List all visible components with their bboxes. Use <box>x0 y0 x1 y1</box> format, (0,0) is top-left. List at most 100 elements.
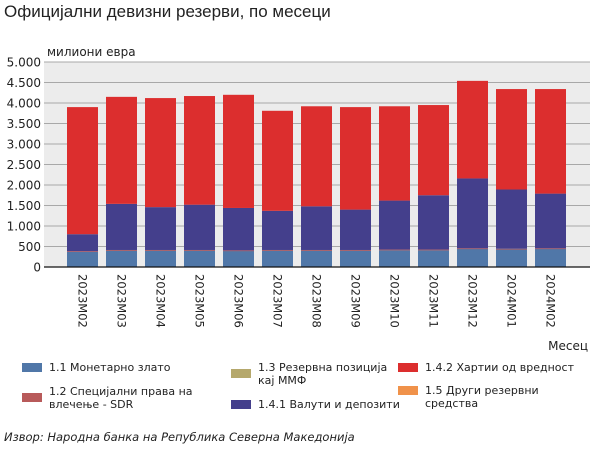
bar-segment <box>379 200 410 250</box>
x-tick-label: 2023M08 <box>310 274 324 328</box>
y-tick-label: 1.000 <box>7 220 41 234</box>
bar-segment <box>340 250 371 267</box>
x-tick-label: 2023M03 <box>115 274 129 328</box>
bar-segment <box>67 251 98 267</box>
chart: 0 500 1.000 1.500 2.000 2.500 3.000 3.500 4.000 4… <box>7 45 590 353</box>
x-tick-label: 2024M01 <box>505 274 519 328</box>
legend-label: 1.4.2 Хартии од вредност <box>425 361 574 374</box>
legend-label: 1.4.1 Валути и депозити <box>258 398 400 411</box>
bar-segment <box>379 250 410 267</box>
bar-segment <box>145 249 176 251</box>
bar-segment <box>340 107 371 210</box>
bar-segment <box>457 80 488 179</box>
y-tick-label: 2.500 <box>7 158 41 172</box>
y-axis-label: милиони евра <box>47 45 136 59</box>
bar-segment <box>106 250 137 267</box>
y-tick-label: 3.000 <box>7 138 41 152</box>
legend-item-gold: 1.1 Монетарно злато <box>22 361 222 374</box>
bar-segment <box>106 203 137 250</box>
bar-segment <box>184 96 215 205</box>
x-axis-label: Месец <box>548 339 588 353</box>
y-tick-label: 4.000 <box>7 97 41 111</box>
bar-segment <box>535 248 566 267</box>
x-tick-label: 2024M02 <box>544 274 558 328</box>
bar-segment <box>535 248 566 250</box>
bar-segment <box>262 210 293 250</box>
x-tick-label: 2023M11 <box>427 274 441 328</box>
legend-swatch <box>22 393 42 402</box>
bar-segment <box>496 89 527 190</box>
y-tick-label: 4.500 <box>7 76 41 90</box>
y-tick-label: 1.500 <box>7 199 41 213</box>
legend-item-securities: 1.4.2 Хартии од вредност <box>398 361 588 374</box>
legend-label: 1.3 Резервна позиција кај ММФ <box>258 361 388 387</box>
y-tick-label: 2.000 <box>7 179 41 193</box>
legend-label: 1.5 Други резервни средства <box>425 384 539 410</box>
bar-segment <box>262 110 293 211</box>
bar-segment <box>340 209 371 250</box>
legend-swatch <box>398 386 418 395</box>
source-note: Извор: Народна банка на Република Северн… <box>4 430 355 444</box>
bar-segment <box>67 107 98 235</box>
bar-segment <box>496 248 527 250</box>
bar-segment <box>379 106 410 201</box>
bar-segment <box>535 89 566 194</box>
bar-segment <box>262 250 293 267</box>
bar-segment <box>457 248 488 267</box>
bar-segment <box>496 249 527 267</box>
bar-segment <box>418 105 449 196</box>
bar-segment <box>223 251 254 267</box>
bar-segment <box>262 249 293 251</box>
y-tick-label: 3.500 <box>7 117 41 131</box>
bar-segment <box>67 251 98 253</box>
bar-segment <box>184 250 215 267</box>
legend-label: 1.2 Специјални права на влечење - SDR <box>49 385 193 411</box>
bar-segment <box>457 248 488 250</box>
y-tick-label: 0 <box>33 261 41 275</box>
bars <box>67 80 566 267</box>
x-tick-label: 2023M09 <box>349 274 363 328</box>
y-tick-label: 5.000 <box>7 56 41 70</box>
bar-segment <box>67 234 98 252</box>
bar-segment <box>301 249 332 251</box>
legend-swatch <box>231 400 251 409</box>
bar-segment <box>535 193 566 249</box>
bar-segment <box>379 249 410 251</box>
chart-title: Официјални девизни резерви, по месеци <box>4 2 331 21</box>
x-tick-label: 2023M02 <box>76 274 90 328</box>
bar-segment <box>145 207 176 250</box>
bar-segment <box>223 94 254 208</box>
bar-segment <box>340 249 371 251</box>
x-tick-label: 2023M06 <box>232 274 246 328</box>
legend-swatch <box>398 363 418 372</box>
legend-label: 1.1 Монетарно злато <box>49 361 171 374</box>
y-axis-ticks: 0 500 1.000 1.500 2.000 2.500 3.000 3.500 4.000 4… <box>7 56 41 275</box>
bar-segment <box>496 189 527 249</box>
bar-segment <box>106 249 137 251</box>
x-tick-label: 2023M12 <box>466 274 480 328</box>
legend-item-other: 1.5 Други резервни средства <box>398 384 593 410</box>
bar-segment <box>184 204 215 250</box>
legend-swatch <box>22 363 42 372</box>
bar-segment <box>145 98 176 208</box>
bar-segment <box>301 250 332 267</box>
x-tick-label: 2023M07 <box>271 274 285 328</box>
bar-segment <box>418 249 449 251</box>
bar-segment <box>145 250 176 267</box>
x-tick-label: 2023M05 <box>193 274 207 328</box>
bar-segment <box>301 106 332 207</box>
bar-segment <box>418 195 449 250</box>
bar-segment <box>457 178 488 249</box>
bar-segment <box>106 96 137 204</box>
legend-swatch <box>231 369 251 378</box>
y-tick-label: 500 <box>18 240 41 254</box>
bar-segment <box>184 249 215 251</box>
bar-segment <box>418 250 449 267</box>
legend-item-currencies: 1.4.1 Валути и депозити <box>231 398 401 411</box>
x-axis-ticks: 2023M02 2023M03 2023M04 2023M05 2023M06 2023M… <box>76 274 558 328</box>
legend-item-sdr: 1.2 Специјални права на влечење - SDR <box>22 385 232 411</box>
x-tick-label: 2023M10 <box>388 274 402 328</box>
bar-segment <box>223 207 254 251</box>
bar-segment <box>301 206 332 250</box>
x-tick-label: 2023M04 <box>154 274 168 328</box>
